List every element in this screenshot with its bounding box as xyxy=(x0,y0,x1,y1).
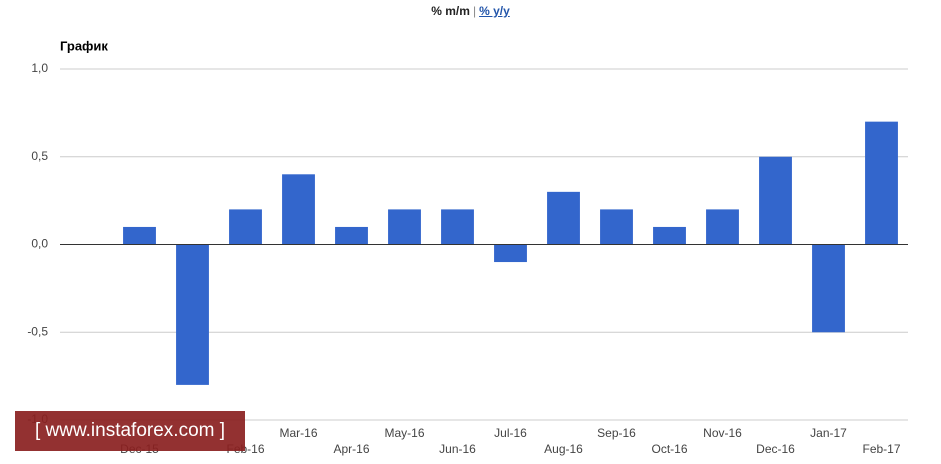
bar xyxy=(759,156,792,245)
y-tick-label: 0,0 xyxy=(31,237,48,251)
x-tick-label: May-16 xyxy=(384,426,424,440)
bar xyxy=(865,121,898,245)
toggle-link[interactable]: % y/y xyxy=(479,4,510,18)
bar xyxy=(335,226,368,245)
x-tick-label: Sep-16 xyxy=(597,426,636,440)
x-tick-label: Jul-16 xyxy=(494,426,527,440)
x-tick-label: Jun-16 xyxy=(439,442,476,456)
bar xyxy=(653,226,686,245)
x-tick-label: Oct-16 xyxy=(651,442,687,456)
bar xyxy=(388,209,421,245)
toggle: % m/m |% y/y xyxy=(0,4,941,18)
chart-title: График xyxy=(60,38,108,53)
x-tick-label: Jan-17 xyxy=(810,426,847,440)
x-tick-label: Feb-17 xyxy=(862,442,900,456)
watermark: [ www.instaforex.com ] xyxy=(15,411,245,451)
y-tick-label: 0,5 xyxy=(31,149,48,163)
bar xyxy=(547,191,580,245)
bar xyxy=(282,174,315,245)
toggle-active: % m/m xyxy=(431,4,470,18)
x-tick-label: Mar-16 xyxy=(279,426,317,440)
bar xyxy=(229,209,262,245)
y-tick-label: 1,0 xyxy=(31,61,48,75)
x-tick-label: Nov-16 xyxy=(703,426,742,440)
x-tick-label: Apr-16 xyxy=(333,442,369,456)
bar xyxy=(494,244,527,263)
bar xyxy=(600,209,633,245)
y-tick-label: -0,5 xyxy=(27,324,48,338)
x-tick-label: Dec-16 xyxy=(756,442,795,456)
bar xyxy=(123,226,156,245)
bar xyxy=(441,209,474,245)
bar xyxy=(706,209,739,245)
bar xyxy=(812,244,845,333)
toggle-separator: | xyxy=(472,4,477,18)
x-tick-label: Aug-16 xyxy=(544,442,583,456)
bar xyxy=(176,244,209,385)
